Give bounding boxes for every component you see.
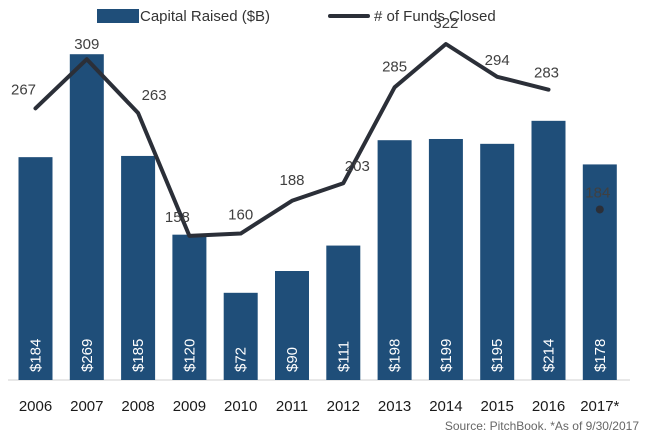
- bar-2016: [531, 120, 566, 381]
- line-value-label: 309: [74, 36, 99, 53]
- x-tick-label: 2008: [121, 398, 154, 415]
- x-tick-label: 2009: [173, 398, 206, 415]
- bars-group: $184 $269 $185 $120 $72 $90 $111 $198 $199 $195 $2…: [18, 54, 617, 381]
- bar-2007: [69, 54, 104, 380]
- bar-2011: [275, 271, 309, 380]
- line-funds-closed: [33, 42, 551, 238]
- bar-value-label: $90: [284, 347, 301, 372]
- x-tick-label: 2014: [429, 398, 462, 415]
- legend: Capital Raised ($B) # of Funds Closed: [97, 8, 496, 25]
- bar-2009: [172, 234, 207, 380]
- bar-value-label: $120: [181, 339, 198, 372]
- bar-2013: [377, 140, 412, 380]
- source-note: Source: PitchBook. *As of 9/30/2017: [445, 419, 639, 433]
- line-value-label: 285: [382, 58, 407, 75]
- bar-value-label: $72: [233, 347, 250, 372]
- bar-value-label: $178: [592, 339, 609, 372]
- x-tick-label: 2006: [19, 398, 52, 415]
- line-point-2017: [595, 205, 604, 214]
- legend-label-capital-raised: Capital Raised ($B): [140, 8, 270, 25]
- line-value-label: 263: [142, 87, 167, 104]
- bar-2010: [223, 292, 258, 380]
- line-value-label: 188: [279, 172, 304, 189]
- bar-2017: [582, 164, 617, 380]
- x-axis-ticks: 2006 2007 2008 2009 2010 2011 2012 2013 2014 2015…: [19, 398, 620, 415]
- line-value-label: 267: [11, 81, 36, 98]
- x-tick-label: 2007: [70, 398, 103, 415]
- x-tick-label: 2016: [532, 398, 565, 415]
- bar-2015: [480, 143, 515, 380]
- legend-swatch-capital-raised: [97, 9, 139, 23]
- x-tick-label: 2012: [327, 398, 360, 415]
- bar-2008: [121, 155, 156, 380]
- line-series-group: 267 309 263 158 160 188 203 285 322 294 283 184: [11, 15, 610, 238]
- line-value-label: 158: [165, 209, 190, 226]
- x-tick-label: 2015: [481, 398, 514, 415]
- line-value-label: 294: [485, 52, 510, 69]
- bar-2006: [18, 157, 53, 380]
- bar-value-label: $199: [438, 339, 455, 372]
- bar-value-label: $111: [335, 341, 352, 372]
- line-value-label: 322: [433, 15, 458, 32]
- bar-value-label: $214: [541, 339, 558, 372]
- line-value-label: 203: [345, 158, 370, 175]
- x-tick-label: 2010: [224, 398, 257, 415]
- line-value-label: 184: [585, 184, 610, 201]
- legend-label-funds-closed: # of Funds Closed: [374, 8, 496, 25]
- bar-2012: [326, 245, 361, 380]
- x-tick-label: 2013: [378, 398, 411, 415]
- x-tick-label: 2017*: [580, 398, 619, 415]
- bar-value-label: $185: [130, 339, 147, 372]
- bar-value-label: $184: [28, 339, 45, 372]
- bar-value-label: $269: [79, 339, 96, 372]
- x-tick-label: 2011: [276, 398, 308, 415]
- line-value-label: 160: [228, 207, 253, 224]
- bar-value-label: $198: [387, 339, 404, 372]
- bar-2014: [428, 138, 463, 380]
- line-value-label: 283: [534, 65, 559, 82]
- bar-value-label: $195: [489, 339, 506, 372]
